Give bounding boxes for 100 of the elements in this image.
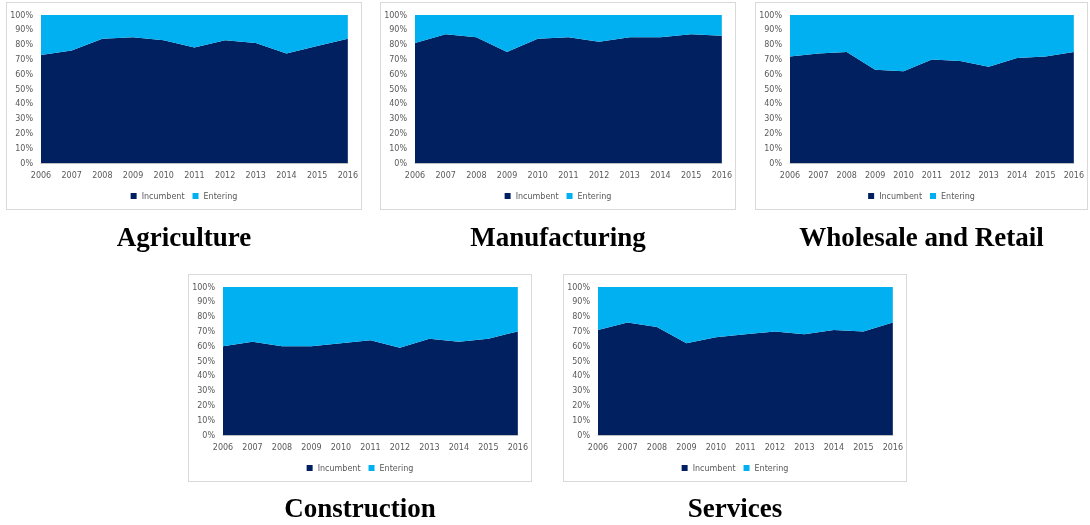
y-tick-label: 100% bbox=[384, 10, 408, 20]
x-tick-label: 2010 bbox=[153, 170, 174, 180]
x-tick-label: 2009 bbox=[496, 170, 518, 180]
x-tick-label: 2010 bbox=[893, 170, 914, 180]
y-tick-label: 70% bbox=[197, 326, 216, 336]
y-tick-label: 80% bbox=[197, 312, 216, 322]
x-tick-label: 2015 bbox=[478, 442, 499, 452]
text: Agriculture bbox=[115, 222, 253, 253]
x-tick-label: 2015 bbox=[306, 170, 328, 180]
y-tick-label: 50% bbox=[572, 356, 591, 366]
x-tick-label: 2016 bbox=[711, 170, 732, 180]
x-tick-label: 2015 bbox=[680, 170, 702, 180]
y-tick-label: 10% bbox=[764, 143, 783, 153]
y-tick-label: 10% bbox=[197, 415, 216, 425]
y-tick-label: 50% bbox=[764, 84, 783, 94]
x-tick-label: 2008 bbox=[646, 442, 668, 452]
text: Wholesale and Retail bbox=[798, 222, 1045, 253]
y-tick-label: 80% bbox=[572, 312, 591, 322]
y-tick-label: 50% bbox=[197, 356, 216, 366]
x-tick-label: 2013 bbox=[794, 442, 815, 452]
x-tick-label: 2010 bbox=[527, 170, 548, 180]
y-tick-label: 20% bbox=[389, 128, 408, 138]
x-tick-label: 2016 bbox=[882, 442, 903, 452]
x-tick-label: 2016 bbox=[1063, 170, 1084, 180]
y-tick-label: 10% bbox=[572, 415, 591, 425]
legend-label: Incumbent bbox=[515, 191, 559, 201]
y-tick-label: 0% bbox=[394, 158, 408, 168]
x-tick-label: 2011 bbox=[184, 170, 205, 180]
x-tick-label: 2010 bbox=[705, 442, 727, 452]
x-tick-label: 2007 bbox=[242, 442, 263, 452]
x-tick-label: 2016 bbox=[337, 170, 358, 180]
y-tick-label: 100% bbox=[567, 282, 591, 292]
x-tick-label: 2008 bbox=[836, 170, 857, 180]
y-tick-label: 20% bbox=[572, 400, 591, 410]
x-tick-label: 2007 bbox=[61, 170, 82, 180]
x-tick-label: 2009 bbox=[301, 442, 322, 452]
text: Services bbox=[686, 493, 784, 524]
y-tick-label: 60% bbox=[15, 69, 34, 79]
y-tick-label: 30% bbox=[764, 114, 783, 124]
y-tick-label: 100% bbox=[759, 10, 783, 20]
x-tick-label: 2008 bbox=[271, 442, 293, 452]
y-tick-label: 0% bbox=[202, 430, 216, 440]
y-tick-label: 0% bbox=[769, 158, 783, 168]
x-tick-label: 2012 bbox=[950, 170, 971, 180]
y-tick-label: 70% bbox=[764, 54, 783, 64]
x-tick-label: 2008 bbox=[466, 170, 487, 180]
legend-label: Entering bbox=[379, 463, 414, 473]
x-tick-label: 2006 bbox=[587, 442, 609, 452]
y-tick-label: 30% bbox=[572, 386, 591, 396]
x-tick-label: 2007 bbox=[617, 442, 638, 452]
y-tick-label: 60% bbox=[572, 341, 591, 351]
y-tick-label: 90% bbox=[389, 25, 408, 35]
x-tick-label: 2012 bbox=[588, 170, 610, 180]
y-tick-label: 30% bbox=[197, 386, 216, 396]
legend-label: Incumbent bbox=[317, 463, 361, 473]
x-tick-label: 2011 bbox=[360, 442, 381, 452]
x-tick-label: 2016 bbox=[507, 442, 528, 452]
x-tick-label: 2011 bbox=[735, 442, 756, 452]
y-tick-label: 40% bbox=[15, 99, 34, 109]
x-tick-label: 2014 bbox=[276, 170, 297, 180]
legend-label: Entering bbox=[754, 463, 789, 473]
x-tick-label: 2008 bbox=[92, 170, 113, 180]
y-tick-label: 30% bbox=[15, 114, 34, 124]
y-tick-label: 50% bbox=[15, 84, 34, 94]
legend-label: Entering bbox=[203, 191, 238, 201]
x-tick-label: 2009 bbox=[864, 170, 886, 180]
x-tick-label: 2013 bbox=[419, 442, 440, 452]
y-tick-label: 70% bbox=[572, 326, 591, 336]
y-tick-label: 40% bbox=[197, 371, 216, 381]
y-tick-label: 60% bbox=[764, 69, 783, 79]
legend-label: Incumbent bbox=[692, 463, 736, 473]
y-tick-label: 0% bbox=[20, 158, 34, 168]
y-tick-label: 90% bbox=[764, 25, 783, 35]
y-tick-label: 20% bbox=[197, 400, 216, 410]
y-tick-label: 20% bbox=[15, 128, 34, 138]
y-tick-label: 80% bbox=[15, 40, 34, 50]
y-tick-label: 50% bbox=[389, 84, 408, 94]
y-tick-label: 20% bbox=[764, 128, 783, 138]
x-tick-label: 2007 bbox=[435, 170, 456, 180]
x-tick-label: 2011 bbox=[921, 170, 943, 180]
y-tick-label: 80% bbox=[389, 40, 408, 50]
y-tick-label: 60% bbox=[197, 341, 216, 351]
x-tick-label: 2006 bbox=[30, 170, 52, 180]
legend-label: Incumbent bbox=[879, 191, 923, 201]
x-tick-label: 2014 bbox=[1006, 170, 1028, 180]
x-tick-label: 2014 bbox=[650, 170, 671, 180]
legend-label: Entering bbox=[577, 191, 612, 201]
y-tick-label: 30% bbox=[389, 114, 408, 124]
x-tick-label: 2009 bbox=[676, 442, 697, 452]
x-tick-label: 2014 bbox=[448, 442, 470, 452]
x-tick-label: 2013 bbox=[619, 170, 640, 180]
y-tick-label: 100% bbox=[192, 282, 216, 292]
y-tick-label: 40% bbox=[389, 99, 408, 109]
y-tick-label: 90% bbox=[572, 297, 591, 307]
x-tick-label: 2012 bbox=[389, 442, 411, 452]
y-tick-label: 90% bbox=[197, 297, 216, 307]
x-tick-label: 2012 bbox=[214, 170, 236, 180]
x-tick-label: 2011 bbox=[558, 170, 579, 180]
x-tick-label: 2010 bbox=[330, 442, 352, 452]
x-tick-label: 2014 bbox=[823, 442, 845, 452]
